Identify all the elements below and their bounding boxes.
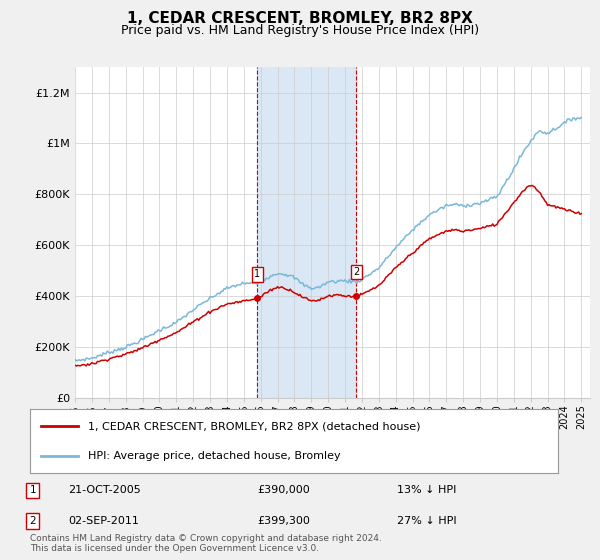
Text: 1: 1 xyxy=(29,486,36,496)
Text: 1, CEDAR CRESCENT, BROMLEY, BR2 8PX (detached house): 1, CEDAR CRESCENT, BROMLEY, BR2 8PX (det… xyxy=(88,421,421,431)
Text: 02-SEP-2011: 02-SEP-2011 xyxy=(68,516,139,526)
Text: 13% ↓ HPI: 13% ↓ HPI xyxy=(397,486,457,496)
Text: 2: 2 xyxy=(353,267,359,277)
Text: 1, CEDAR CRESCENT, BROMLEY, BR2 8PX: 1, CEDAR CRESCENT, BROMLEY, BR2 8PX xyxy=(127,11,473,26)
Text: Contains HM Land Registry data © Crown copyright and database right 2024.
This d: Contains HM Land Registry data © Crown c… xyxy=(30,534,382,553)
Text: 27% ↓ HPI: 27% ↓ HPI xyxy=(397,516,457,526)
Text: 1: 1 xyxy=(254,269,260,279)
Text: 2: 2 xyxy=(29,516,36,526)
Text: HPI: Average price, detached house, Bromley: HPI: Average price, detached house, Brom… xyxy=(88,451,341,461)
Text: 21-OCT-2005: 21-OCT-2005 xyxy=(68,486,140,496)
Text: Price paid vs. HM Land Registry's House Price Index (HPI): Price paid vs. HM Land Registry's House … xyxy=(121,24,479,36)
Bar xyxy=(257,67,356,398)
Text: £399,300: £399,300 xyxy=(257,516,310,526)
Text: £390,000: £390,000 xyxy=(257,486,310,496)
